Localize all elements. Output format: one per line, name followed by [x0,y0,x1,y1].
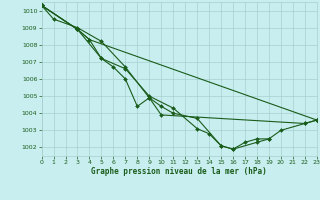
X-axis label: Graphe pression niveau de la mer (hPa): Graphe pression niveau de la mer (hPa) [91,167,267,176]
